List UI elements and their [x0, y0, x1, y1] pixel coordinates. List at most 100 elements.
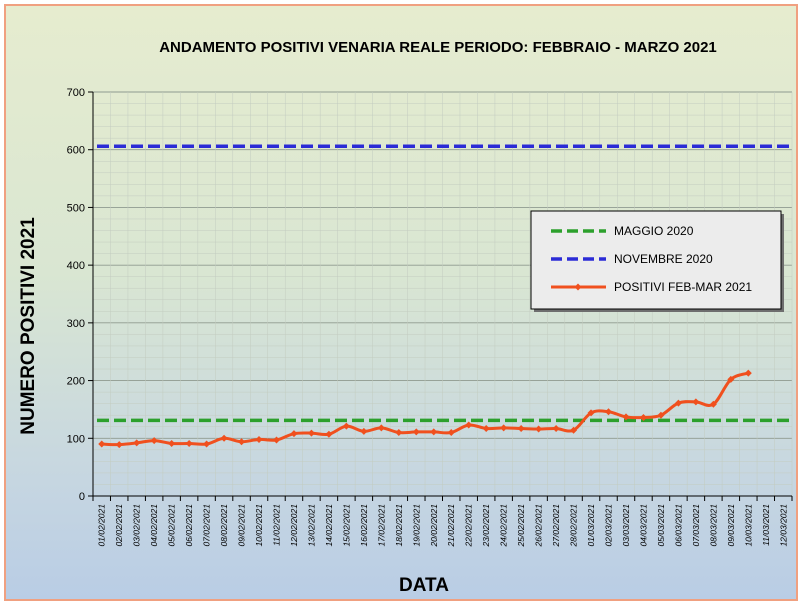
x-tick-label: 03/02/2021 — [132, 504, 142, 547]
data-point — [185, 439, 193, 447]
x-tick-label: 02/02/2021 — [114, 504, 124, 547]
data-point — [552, 424, 560, 432]
x-tick-label: 12/03/2021 — [778, 504, 788, 547]
data-point — [115, 441, 123, 449]
x-tick-label: 21/02/2021 — [446, 504, 456, 548]
x-axis-ticks: 01/02/2021 02/02/2021 03/02/2021 04/02/2021… — [92, 496, 793, 548]
x-tick-label: 22/02/2021 — [464, 504, 474, 548]
reference-lines — [97, 144, 790, 423]
data-point — [325, 430, 333, 438]
y-axis-ticks: 0 100 200 300 400 500 600 700 — [67, 87, 93, 503]
data-point — [709, 400, 717, 408]
data-point — [570, 426, 578, 434]
chart-title: ANDAMENTO POSITIVI VENARIA REALE PERIODO… — [159, 39, 717, 56]
data-point — [307, 429, 315, 437]
data-point — [727, 375, 735, 383]
x-tick-label: 07/03/2021 — [691, 504, 701, 547]
data-point — [692, 398, 700, 406]
data-point — [500, 424, 508, 432]
data-point — [744, 369, 752, 377]
data-point — [674, 399, 682, 407]
data-point — [203, 440, 211, 448]
y-tick-label: 0 — [79, 491, 85, 503]
x-tick-label: 16/02/2021 — [359, 504, 369, 547]
y-axis-title: NUMERO POSITIVI 2021 — [18, 217, 39, 435]
line-chart: ANDAMENTO POSITIVI VENARIA REALE PERIODO… — [18, 39, 793, 596]
x-tick-label: 18/02/2021 — [394, 504, 404, 547]
data-point — [133, 439, 141, 447]
x-tick-label: 01/03/2021 — [586, 504, 596, 547]
data-point — [238, 438, 246, 446]
y-tick-label: 200 — [67, 376, 85, 388]
legend-label: MAGGIO 2020 — [614, 224, 694, 238]
x-tick-label: 08/02/2021 — [219, 504, 229, 547]
data-point — [360, 427, 368, 435]
x-tick-label: 15/02/2021 — [341, 504, 351, 547]
data-point — [535, 425, 543, 433]
chart-area[interactable]: ANDAMENTO POSITIVI VENARIA REALE PERIODO… — [4, 4, 798, 601]
x-tick-label: 01/02/2021 — [97, 504, 107, 547]
x-axis-title: DATA — [399, 575, 449, 596]
y-tick-label: 500 — [67, 202, 85, 214]
data-point — [430, 428, 438, 436]
x-tick-label: 05/02/2021 — [167, 504, 177, 547]
x-tick-label: 24/02/2021 — [499, 504, 509, 548]
x-tick-label: 02/03/2021 — [604, 504, 614, 547]
x-tick-label: 11/03/2021 — [761, 504, 771, 546]
x-tick-label: 20/02/2021 — [429, 504, 439, 548]
data-point — [395, 429, 403, 437]
legend-marker — [574, 283, 582, 291]
data-point — [150, 437, 158, 445]
data-point — [657, 411, 665, 419]
x-tick-label: 07/02/2021 — [202, 504, 212, 547]
x-tick-label: 23/02/2021 — [481, 504, 491, 548]
x-tick-label: 04/03/2021 — [638, 504, 648, 547]
y-tick-label: 600 — [67, 145, 85, 157]
x-tick-label: 06/03/2021 — [673, 504, 683, 547]
x-tick-label: 12/02/2021 — [289, 504, 299, 547]
x-tick-label: 06/02/2021 — [184, 504, 194, 547]
data-point — [377, 424, 385, 432]
x-tick-label: 28/02/2021 — [569, 504, 579, 548]
data-point — [220, 434, 228, 442]
x-tick-label: 08/03/2021 — [708, 504, 718, 547]
data-point — [290, 430, 298, 438]
data-point — [465, 421, 473, 429]
data-point — [639, 414, 647, 422]
x-tick-label: 10/02/2021 — [254, 504, 264, 547]
data-point — [412, 428, 420, 436]
data-point — [517, 424, 525, 432]
x-tick-label: 09/02/2021 — [237, 504, 247, 547]
x-tick-label: 10/03/2021 — [743, 504, 753, 547]
x-tick-label: 09/03/2021 — [726, 504, 736, 547]
y-tick-label: 400 — [67, 260, 85, 272]
x-tick-label: 19/02/2021 — [411, 504, 421, 547]
legend-label: POSITIVI FEB-MAR 2021 — [614, 280, 752, 294]
data-point — [622, 413, 630, 421]
data-point — [447, 429, 455, 437]
data-point — [255, 435, 263, 443]
x-tick-label: 11/02/2021 — [271, 504, 281, 546]
data-series — [98, 369, 752, 449]
data-point — [272, 436, 280, 444]
data-point — [587, 409, 595, 417]
y-tick-label: 300 — [67, 318, 85, 330]
legend-label: NOVEMBRE 2020 — [614, 252, 713, 266]
legend[interactable]: MAGGIO 2020 NOVEMBRE 2020 POSITIVI FEB-MAR… — [530, 210, 784, 312]
x-tick-label: 27/02/2021 — [551, 504, 561, 548]
data-point — [342, 422, 350, 430]
data-point — [98, 440, 106, 448]
x-tick-label: 13/02/2021 — [306, 504, 316, 547]
y-tick-label: 700 — [67, 87, 85, 99]
x-tick-label: 17/02/2021 — [376, 504, 386, 547]
data-point — [605, 408, 613, 416]
y-tick-label: 100 — [67, 433, 85, 445]
x-tick-label: 25/02/2021 — [516, 504, 526, 548]
data-point — [168, 439, 176, 447]
x-tick-label: 03/03/2021 — [621, 504, 631, 547]
data-point — [482, 424, 490, 432]
x-tick-label: 04/02/2021 — [149, 504, 159, 547]
x-tick-label: 26/02/2021 — [534, 504, 544, 548]
x-tick-label: 14/02/2021 — [324, 504, 334, 547]
